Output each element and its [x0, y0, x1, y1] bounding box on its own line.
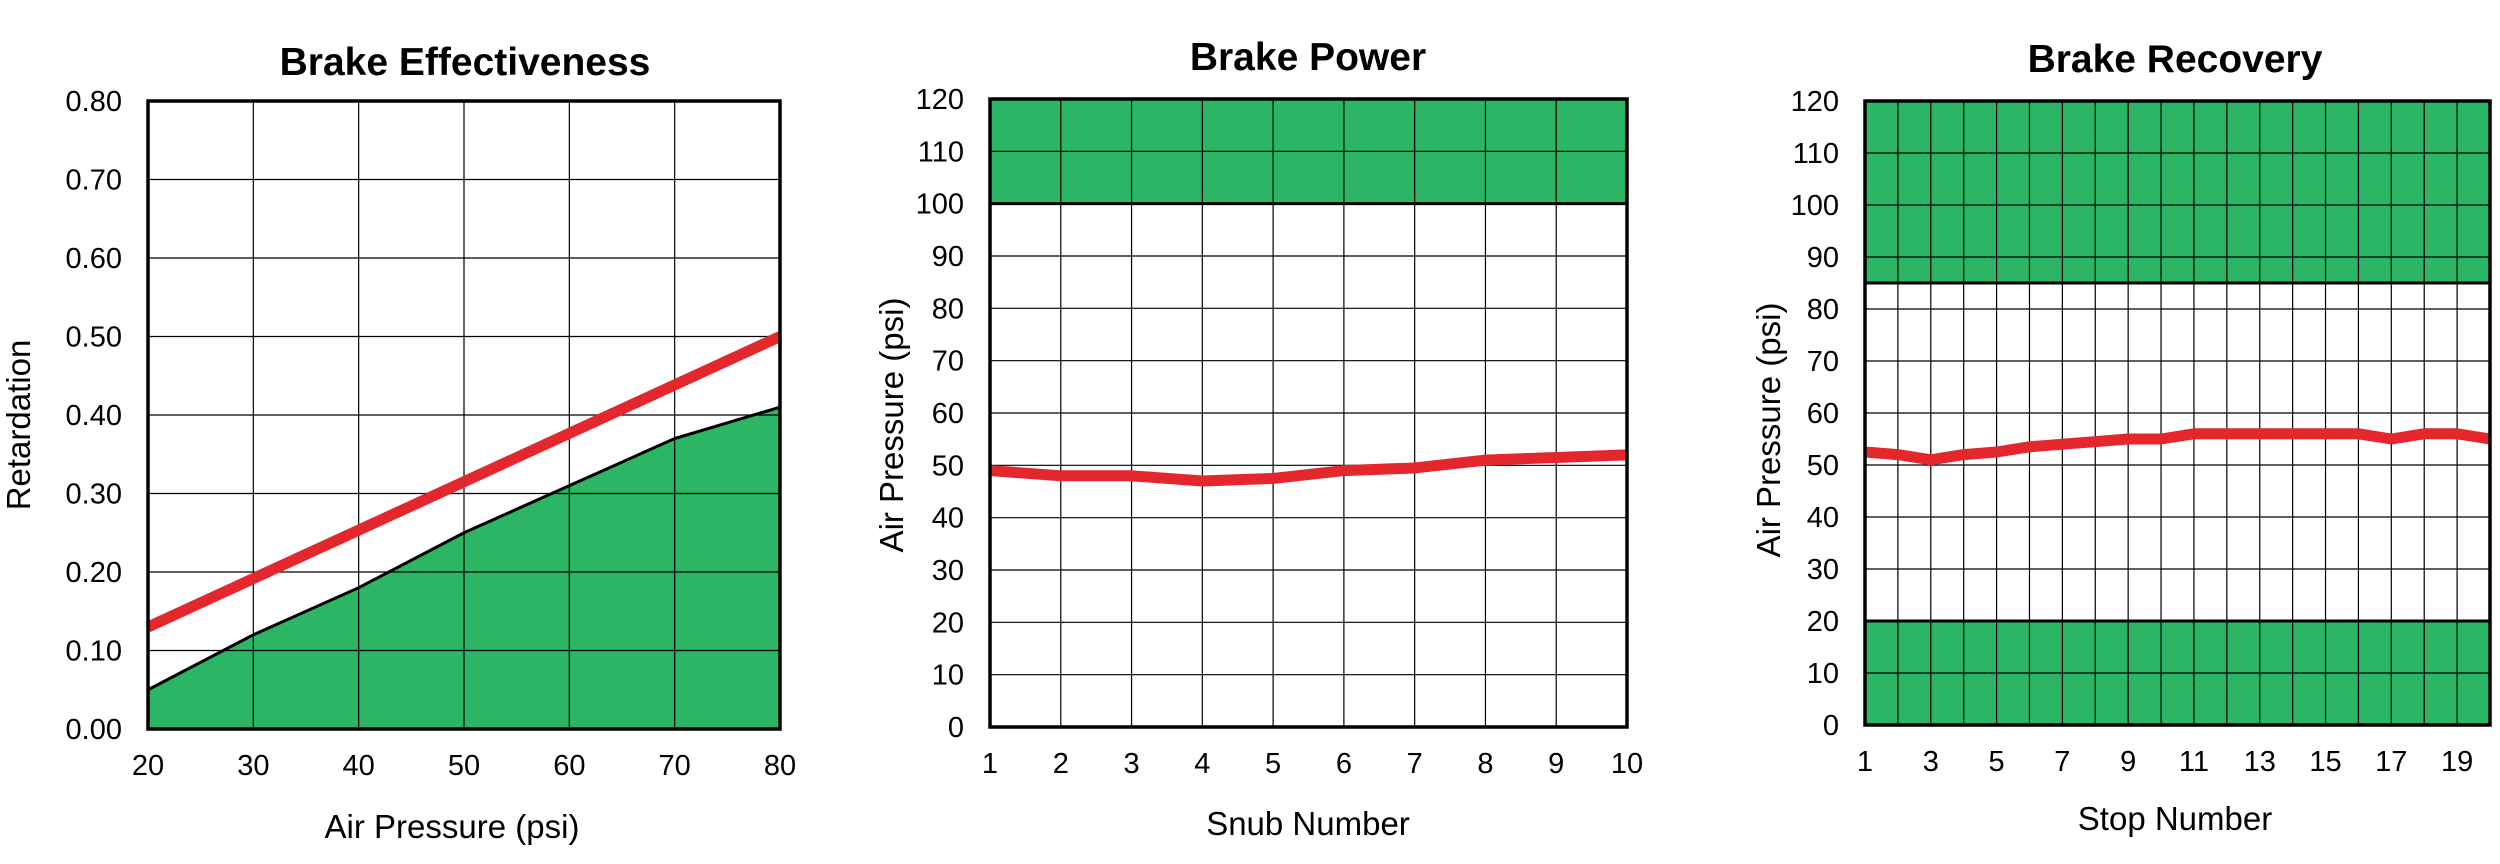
- y-tick-label: 70: [1807, 346, 1839, 378]
- x-tick-label: 5: [1989, 746, 2005, 778]
- x-axis-title: Air Pressure (psi): [325, 808, 580, 845]
- y-tick-label: 0.60: [66, 243, 122, 275]
- y-tick-label: 110: [918, 136, 964, 168]
- x-tick-label: 2: [1053, 748, 1069, 780]
- y-tick-label: 0.00: [66, 714, 122, 746]
- y-tick-label: 0.40: [66, 400, 122, 432]
- acceptable-zone-band: [1865, 101, 2490, 283]
- y-tick-label: 0.10: [66, 636, 122, 668]
- y-tick-label: 0.80: [66, 86, 122, 118]
- y-tick-label: 40: [1807, 502, 1839, 534]
- y-tick-label: 0.50: [66, 322, 122, 354]
- y-tick-label: 50: [932, 450, 964, 482]
- y-tick-label: 90: [932, 241, 964, 273]
- y-tick-label: 120: [916, 84, 964, 116]
- y-tick-label: 60: [1807, 398, 1839, 430]
- y-tick-label: 40: [932, 503, 964, 535]
- x-axis-title: Stop Number: [2078, 800, 2272, 837]
- y-tick-label: 70: [932, 346, 964, 378]
- y-tick-label: 10: [932, 660, 964, 692]
- y-tick-label: 20: [1807, 606, 1839, 638]
- x-tick-label: 10: [1611, 748, 1643, 780]
- y-tick-label: 110: [1793, 138, 1839, 170]
- chart-brake-effectiveness: Brake Effectiveness 0.00 0.10 0.20 0.30 0.40…: [0, 41, 796, 845]
- y-axis-title: Air Pressure (psi): [873, 298, 910, 553]
- x-tick-label: 9: [1548, 748, 1564, 780]
- y-tick-label: 0.20: [66, 557, 122, 589]
- x-axis-title: Snub Number: [1206, 805, 1410, 842]
- y-tick-label: 50: [1807, 450, 1839, 482]
- x-tick-label: 80: [764, 750, 796, 782]
- x-tick-label: 8: [1477, 748, 1493, 780]
- x-tick-label: 70: [659, 750, 691, 782]
- x-tick-label: 1: [1857, 746, 1873, 778]
- x-tick-label: 13: [2244, 746, 2276, 778]
- y-tick-label: 30: [1807, 554, 1839, 586]
- zone-boundary-line: [147, 405, 781, 692]
- y-tick-label: 0.70: [66, 165, 122, 197]
- x-tick-label: 20: [132, 750, 164, 782]
- y-tick-label: 80: [932, 293, 964, 325]
- chart-title: Brake Effectiveness: [280, 41, 651, 84]
- x-tick-label: 5: [1265, 748, 1281, 780]
- x-tick-label: 3: [1923, 746, 1939, 778]
- x-tick-label: 4: [1194, 748, 1210, 780]
- y-tick-label: 80: [1807, 294, 1839, 326]
- y-tick-label: 120: [1791, 86, 1839, 118]
- measured-series-line: [145, 331, 783, 632]
- x-tick-label: 40: [343, 750, 375, 782]
- x-tick-label: 19: [2441, 746, 2473, 778]
- x-tick-label: 30: [237, 750, 269, 782]
- x-tick-label: 6: [1336, 748, 1352, 780]
- y-tick-label: 90: [1807, 242, 1839, 274]
- plot-frame: [1863, 99, 2492, 727]
- x-tick-label: 50: [448, 750, 480, 782]
- y-tick-label: 100: [1791, 190, 1839, 222]
- y-tick-label: 10: [1807, 658, 1839, 690]
- chart-brake-recovery: Brake Recovery 0 10 20 30 40 50 60 70 80 90 100 110…: [1750, 38, 2492, 837]
- x-tick-label: 17: [2375, 746, 2407, 778]
- measured-series-line: [989, 449, 1628, 487]
- y-tick-label: 100: [916, 189, 964, 221]
- x-tick-label: 1: [982, 748, 998, 780]
- y-axis-title: Retardation: [0, 340, 37, 511]
- x-tick-label: 7: [2054, 746, 2070, 778]
- y-tick-label: 20: [932, 607, 964, 639]
- x-tick-label: 9: [2120, 746, 2136, 778]
- x-tick-label: 60: [553, 750, 585, 782]
- y-tick-label: 30: [932, 555, 964, 587]
- chart-title: Brake Power: [1190, 36, 1426, 79]
- y-tick-label: 0: [948, 712, 964, 744]
- x-tick-label: 7: [1407, 748, 1423, 780]
- y-tick-label: 60: [932, 398, 964, 430]
- plot-frame: [146, 99, 782, 731]
- x-tick-label: 11: [2179, 746, 2209, 778]
- y-tick-label: 0.30: [66, 479, 122, 511]
- measured-series-line: [1864, 428, 2491, 466]
- y-tick-label: 0: [1823, 710, 1839, 742]
- x-tick-label: 3: [1123, 748, 1139, 780]
- chart-title: Brake Recovery: [2028, 38, 2323, 81]
- y-axis-title: Air Pressure (psi): [1750, 303, 1787, 558]
- chart-brake-power: Brake Power 0102030405060708090100110120…: [873, 36, 1643, 842]
- x-tick-label: 15: [2309, 746, 2341, 778]
- plot-frame: [988, 97, 1629, 729]
